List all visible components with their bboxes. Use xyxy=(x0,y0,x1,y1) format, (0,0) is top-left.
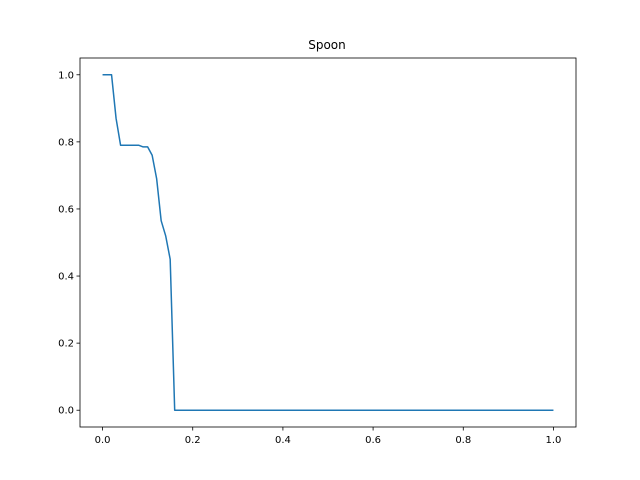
y-tick-label: 0.8 xyxy=(58,137,74,148)
x-tick-label: 1.0 xyxy=(546,435,562,446)
x-tick-label: 0.0 xyxy=(95,435,111,446)
y-tick-label: 0.2 xyxy=(58,339,74,350)
y-tick-label: 1.0 xyxy=(58,70,74,81)
y-tick-label: 0.4 xyxy=(58,272,74,283)
x-tick-label: 0.2 xyxy=(185,435,201,446)
y-tick-label: 0.6 xyxy=(58,204,74,215)
x-axis-ticks: 0.0 0.2 0.4 0.6 0.8 1.0 xyxy=(95,427,562,446)
series-layer xyxy=(102,74,554,411)
x-tick-label: 0.8 xyxy=(455,435,471,446)
plot-frame xyxy=(79,57,577,428)
x-tick-label: 0.4 xyxy=(275,435,291,446)
y-tick-label: 0.0 xyxy=(58,406,74,417)
y-axis-ticks: 0.0 0.2 0.4 0.6 0.8 1.0 xyxy=(58,70,80,417)
chart-title: Spoon xyxy=(308,38,346,52)
series-line xyxy=(102,74,554,411)
x-tick-label: 0.6 xyxy=(365,435,381,446)
